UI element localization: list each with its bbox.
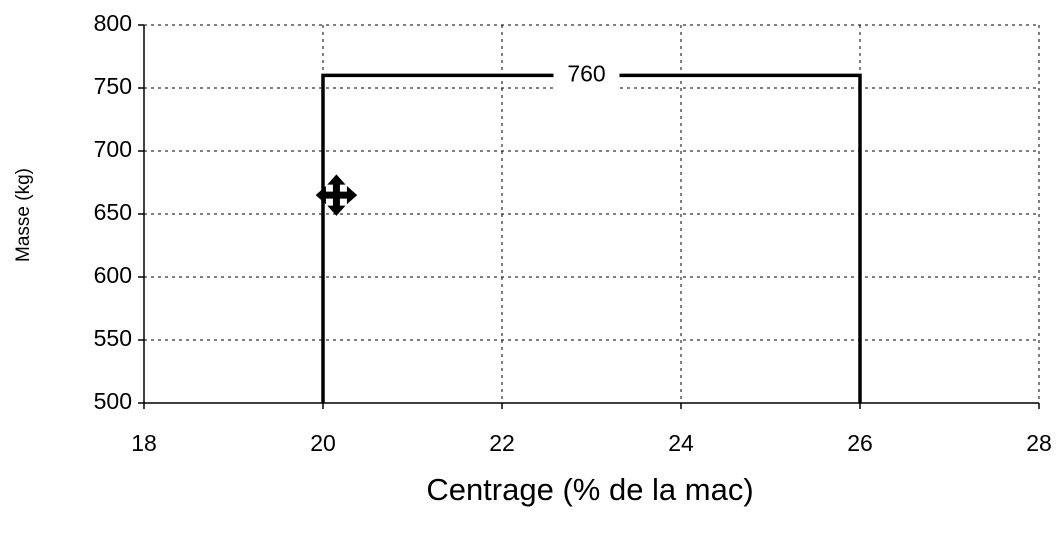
y-tick-label: 550: [94, 325, 132, 351]
x-tick-label: 24: [668, 430, 694, 456]
line-label: 760: [567, 60, 605, 86]
label-background: [553, 61, 620, 90]
point-marker: [315, 174, 358, 216]
y-tick-label: 600: [94, 262, 132, 288]
x-tick-label: 20: [310, 430, 336, 456]
y-tick-label: 750: [94, 73, 132, 99]
y-tick-label: 800: [94, 10, 132, 36]
x-tick-label: 18: [131, 430, 157, 456]
x-tick-label: 28: [1026, 430, 1052, 456]
marker-shape: [315, 174, 358, 216]
y-tick-label: 700: [94, 136, 132, 162]
x-axis-title: Centrage (% de la mac): [426, 472, 753, 507]
y-tick-label: 500: [94, 388, 132, 414]
x-tick-label: 22: [489, 430, 515, 456]
x-tick-label: 26: [847, 430, 873, 456]
y-axis-title: Masse (kg): [13, 168, 34, 262]
y-tick-label: 650: [94, 199, 132, 225]
envelope-line: [321, 73, 862, 403]
